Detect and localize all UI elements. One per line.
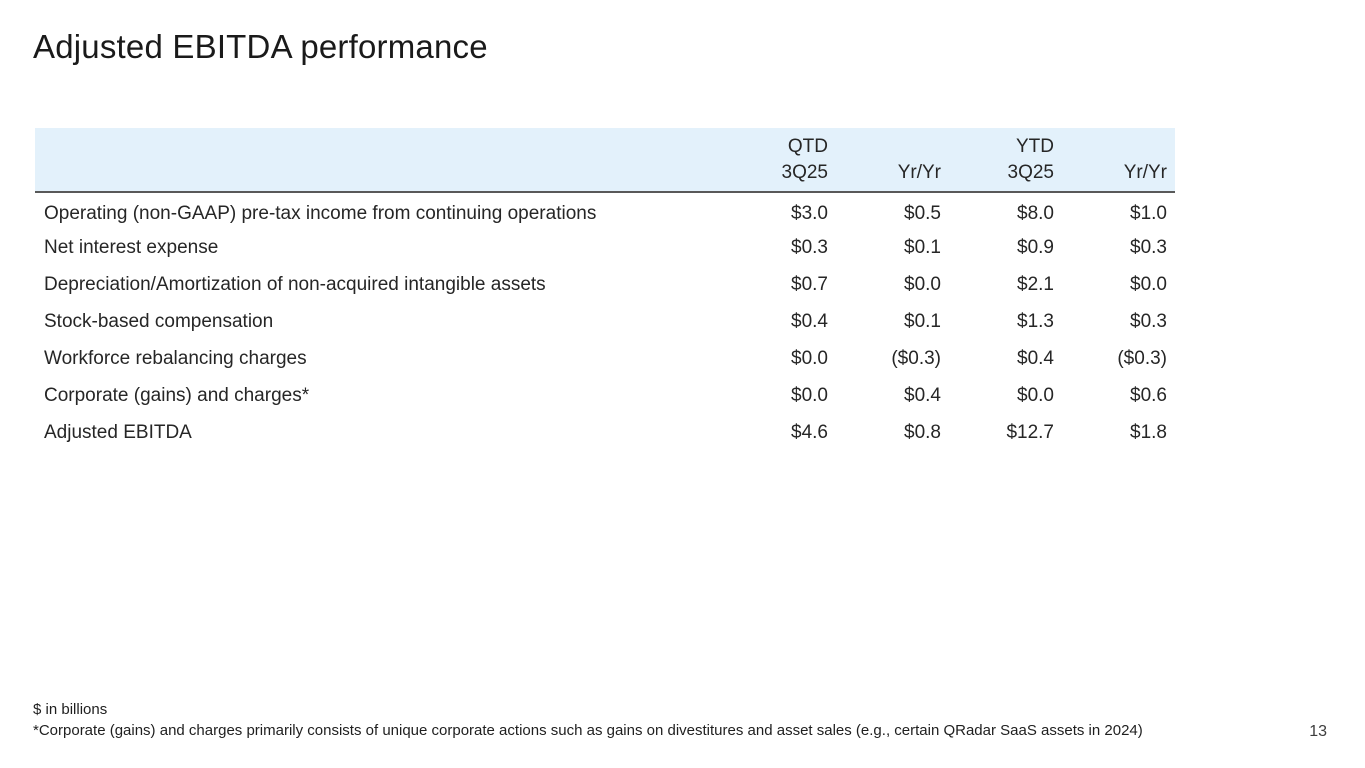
cell-value: $12.7 [1006, 421, 1054, 443]
table-row: Stock-based compensation $0.4 $0.1 $1.3 … [35, 303, 1175, 340]
header-group-qtd: QTD [715, 128, 836, 158]
page-title: Adjusted EBITDA performance [33, 28, 488, 65]
table-header: QTD YTD 3Q25 Yr/Yr 3Q25 Yr/Yr [35, 128, 1175, 193]
column-header-ytd-3q25: 3Q25 [949, 158, 1062, 193]
cell-value: $1.0 [1130, 203, 1167, 224]
row-label: Corporate (gains) and charges* [44, 384, 310, 406]
cell-value: $0.0 [791, 347, 828, 369]
cell-value: $0.4 [904, 384, 941, 406]
footnote-units: $ in billions [33, 701, 108, 718]
cell-value: $3.0 [791, 203, 828, 224]
footnotes: $ in billions *Corporate (gains) and cha… [33, 699, 1143, 741]
row-label: Stock-based compensation [44, 310, 274, 332]
row-label: Net interest expense [44, 236, 219, 258]
table-row: Net interest expense $0.3 $0.1 $0.9 $0.3 [35, 229, 1175, 266]
table-row: Operating (non-GAAP) pre-tax income from… [35, 192, 1175, 229]
cell-value: $0.0 [1130, 273, 1167, 295]
cell-value: $0.5 [904, 203, 941, 224]
cell-value: $0.8 [904, 421, 941, 443]
table-row: Workforce rebalancing charges $0.0 ($0.3… [35, 340, 1175, 377]
cell-value: $0.3 [1130, 310, 1167, 332]
table-header-period-row: 3Q25 Yr/Yr 3Q25 Yr/Yr [35, 158, 1175, 193]
page-number: 13 [1309, 723, 1327, 740]
row-label: Depreciation/Amortization of non-acquire… [44, 273, 546, 295]
cell-value: ($0.3) [1117, 347, 1167, 369]
table-row: Adjusted EBITDA $4.6 $0.8 $12.7 $1.8 [35, 414, 1175, 451]
cell-value: $4.6 [791, 421, 828, 443]
cell-value: $0.1 [904, 236, 941, 258]
cell-value: $0.4 [1017, 347, 1054, 369]
cell-value: $1.8 [1130, 421, 1167, 443]
cell-value: $0.0 [791, 384, 828, 406]
cell-value: $0.3 [1130, 236, 1167, 258]
row-label: Adjusted EBITDA [44, 421, 192, 443]
adjusted-ebitda-table: QTD YTD 3Q25 Yr/Yr 3Q25 Yr/Yr Operating … [35, 128, 1175, 451]
header-spacer [1062, 128, 1175, 158]
cell-value: $0.6 [1130, 384, 1167, 406]
row-label: Workforce rebalancing charges [44, 347, 307, 369]
column-header-ytd-yryr: Yr/Yr [1062, 158, 1175, 193]
row-label: Operating (non-GAAP) pre-tax income from… [44, 203, 597, 224]
header-spacer [836, 128, 949, 158]
header-group-ytd: YTD [949, 128, 1062, 158]
table-row: Corporate (gains) and charges* $0.0 $0.4… [35, 377, 1175, 414]
cell-value: $8.0 [1017, 203, 1054, 224]
cell-value: $2.1 [1017, 273, 1054, 295]
cell-value: $0.1 [904, 310, 941, 332]
cell-value: $0.0 [904, 273, 941, 295]
cell-value: $0.3 [791, 236, 828, 258]
cell-value: ($0.3) [891, 347, 941, 369]
header-spacer [35, 128, 715, 158]
cell-value: $0.4 [791, 310, 828, 332]
column-header-qtd-yryr: Yr/Yr [836, 158, 949, 193]
table-header-group-row: QTD YTD [35, 128, 1175, 158]
table-row: Depreciation/Amortization of non-acquire… [35, 266, 1175, 303]
header-spacer [35, 158, 715, 193]
cell-value: $0.0 [1017, 384, 1054, 406]
cell-value: $1.3 [1017, 310, 1054, 332]
table-body: Operating (non-GAAP) pre-tax income from… [35, 192, 1175, 451]
column-header-qtd-3q25: 3Q25 [715, 158, 836, 193]
cell-value: $0.7 [791, 273, 828, 295]
footnote-asterisk: *Corporate (gains) and charges primarily… [33, 722, 1143, 739]
cell-value: $0.9 [1017, 236, 1054, 258]
